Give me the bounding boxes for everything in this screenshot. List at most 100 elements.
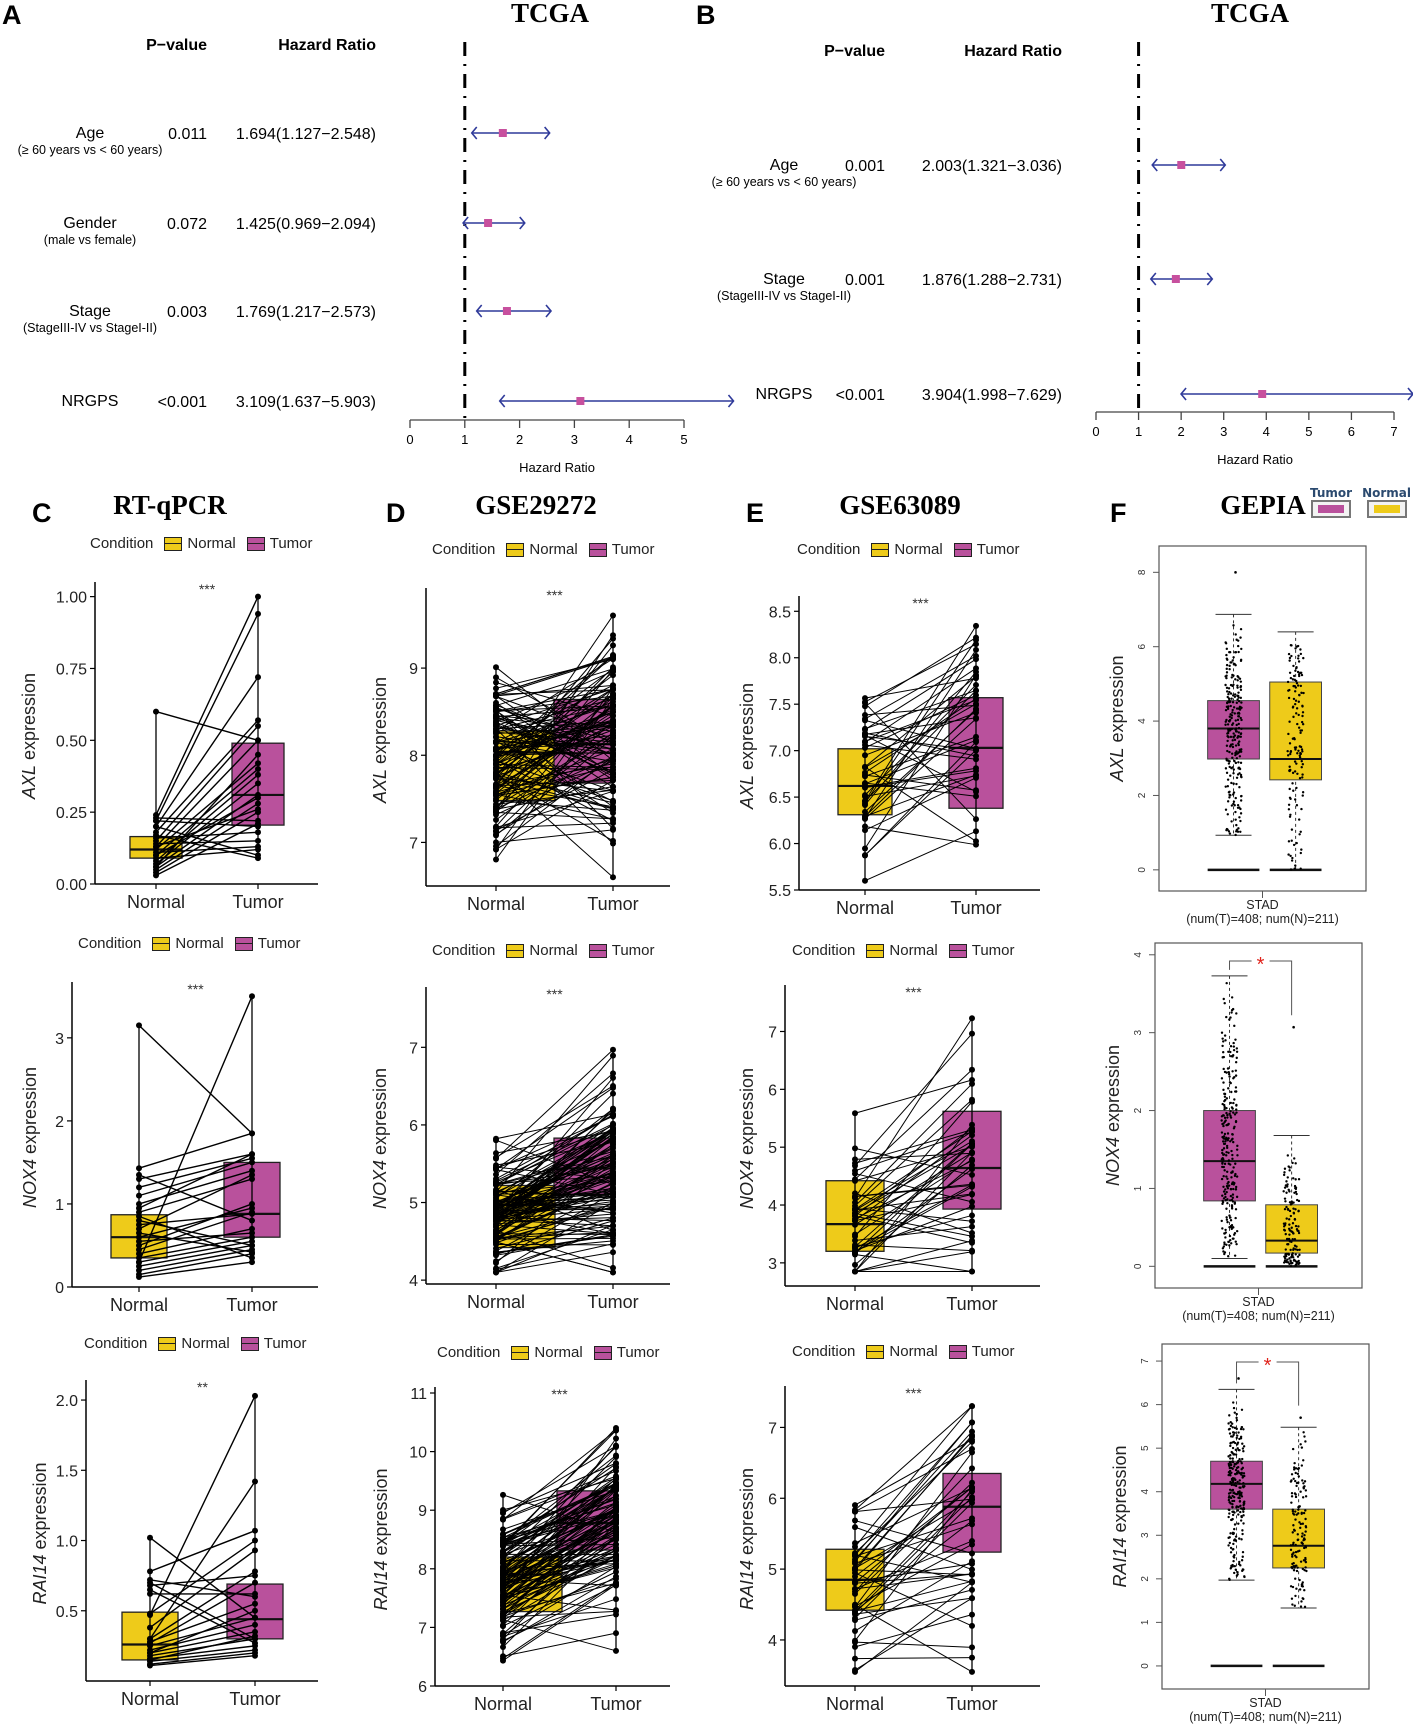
significance-label: *** bbox=[905, 1385, 922, 1401]
row-pvalue: 0.001 bbox=[845, 158, 885, 175]
pair-line bbox=[854, 1244, 973, 1252]
pair-line bbox=[502, 1429, 617, 1520]
x-tick-label-tumor: Tumor bbox=[232, 892, 283, 912]
pair-line bbox=[854, 1604, 973, 1673]
pair-line bbox=[495, 720, 614, 780]
significance-label: *** bbox=[912, 595, 929, 611]
pair-line bbox=[502, 1514, 617, 1556]
jitter-point bbox=[1292, 843, 1296, 847]
x-tick-label-tumor: Tumor bbox=[946, 1294, 997, 1314]
jitter-point bbox=[1222, 1147, 1226, 1150]
pair-line bbox=[155, 774, 259, 862]
jitter-point bbox=[1292, 715, 1295, 719]
y-tick-label: 7.5 bbox=[769, 697, 791, 714]
jitter-point bbox=[1237, 1459, 1240, 1463]
pair-line bbox=[502, 1537, 617, 1635]
pair-line bbox=[864, 732, 977, 757]
jitter-point bbox=[1227, 697, 1231, 700]
pair-line bbox=[502, 1485, 617, 1581]
hazard-ratio-point bbox=[1171, 275, 1180, 283]
pair-line bbox=[854, 1496, 973, 1614]
jitter-point bbox=[1229, 1424, 1233, 1428]
jitter-point bbox=[1291, 1603, 1294, 1606]
legend-tumor-key bbox=[246, 532, 265, 555]
jitter-point bbox=[1225, 667, 1228, 671]
y-tick-label: 1.0 bbox=[56, 1534, 78, 1551]
pair-line bbox=[854, 1487, 973, 1577]
y-tick-label: 4 bbox=[1133, 952, 1144, 958]
jitter-point bbox=[1299, 652, 1303, 656]
pair-line bbox=[495, 655, 614, 764]
pair-line bbox=[138, 1228, 253, 1255]
pair-line bbox=[495, 1137, 614, 1234]
jitter-point bbox=[1231, 1157, 1234, 1161]
jitter-point bbox=[1289, 854, 1292, 858]
legend-tumor-key bbox=[953, 538, 972, 561]
y-tick-label: 4 bbox=[768, 1198, 777, 1215]
jitter-point bbox=[1235, 750, 1238, 753]
row-hr-text: 1.876(1.288−2.731) bbox=[922, 272, 1062, 289]
pair-line bbox=[495, 1233, 614, 1236]
jitter-point bbox=[1300, 1541, 1303, 1544]
jitter-point bbox=[1239, 1519, 1243, 1522]
jitter-point bbox=[1230, 1090, 1233, 1094]
jitter-point bbox=[1238, 1479, 1241, 1482]
legend-normal-label: Normal bbox=[187, 535, 236, 552]
legend-title: Condition bbox=[432, 942, 496, 959]
jitter-point bbox=[1287, 808, 1291, 811]
jitter-point bbox=[1285, 1205, 1288, 1209]
x-axis-label: Hazard Ratio bbox=[519, 460, 595, 475]
jitter-point bbox=[1299, 1526, 1302, 1530]
jitter-point bbox=[1231, 711, 1234, 714]
pair-line bbox=[495, 695, 614, 740]
significance-bg bbox=[1251, 957, 1270, 965]
pair-line bbox=[502, 1584, 617, 1662]
x-axis-sublabel: (num(T)=408; num(N)=211) bbox=[1186, 912, 1339, 926]
jitter-point bbox=[1234, 761, 1238, 765]
pair-line bbox=[495, 695, 614, 713]
jitter-point bbox=[1304, 1440, 1307, 1443]
plot-frame bbox=[1158, 545, 1367, 892]
jitter-point bbox=[1228, 1578, 1231, 1582]
jitter-point bbox=[1290, 1597, 1294, 1600]
legend-title: Condition bbox=[90, 535, 154, 552]
legend-tumor-label: Tumor bbox=[611, 541, 655, 558]
jitter-point bbox=[1291, 1585, 1295, 1589]
y-axis-suffix: expression bbox=[19, 673, 39, 765]
jitter-point bbox=[1299, 1522, 1303, 1526]
jitter-point bbox=[1231, 1531, 1235, 1535]
jitter-point bbox=[1231, 1505, 1234, 1509]
jitter-point bbox=[1240, 1462, 1243, 1465]
jitter-point bbox=[1225, 686, 1229, 690]
pair-line bbox=[854, 1192, 973, 1234]
jitter-point bbox=[1238, 772, 1241, 775]
pair-line bbox=[854, 1251, 973, 1273]
jitter-point bbox=[1235, 1505, 1238, 1508]
jitter-point bbox=[1238, 740, 1241, 743]
row-label: Gender bbox=[63, 215, 117, 232]
y-tick-label: 9 bbox=[418, 1503, 427, 1520]
jitter-point bbox=[1242, 1486, 1245, 1489]
jitter-point bbox=[1236, 694, 1239, 697]
jitter-point bbox=[1228, 1112, 1231, 1115]
jitter-point bbox=[1230, 1149, 1233, 1153]
hazard-ratio-point bbox=[1258, 390, 1267, 398]
y-axis-suffix: expression bbox=[370, 677, 390, 769]
jitter-point bbox=[1227, 1255, 1230, 1258]
significance-label: *** bbox=[905, 984, 922, 1000]
jitter-point bbox=[1221, 1102, 1224, 1106]
jitter-point bbox=[1229, 1194, 1233, 1198]
x-tick-label: 4 bbox=[626, 432, 633, 447]
jitter-point bbox=[1236, 686, 1239, 689]
jitter-point bbox=[1293, 1157, 1296, 1160]
jitter-point bbox=[1301, 791, 1305, 794]
jitter-point bbox=[1231, 1196, 1235, 1199]
jitter-point bbox=[1227, 1073, 1231, 1076]
jitter-point bbox=[1302, 1482, 1305, 1485]
jitter-point bbox=[1238, 1482, 1241, 1485]
jitter-point bbox=[1236, 1492, 1240, 1495]
jitter-point bbox=[1229, 1081, 1232, 1085]
pair-line bbox=[155, 719, 259, 833]
jitter-point bbox=[1229, 1460, 1232, 1464]
y-tick-label: 6 bbox=[768, 1491, 777, 1508]
